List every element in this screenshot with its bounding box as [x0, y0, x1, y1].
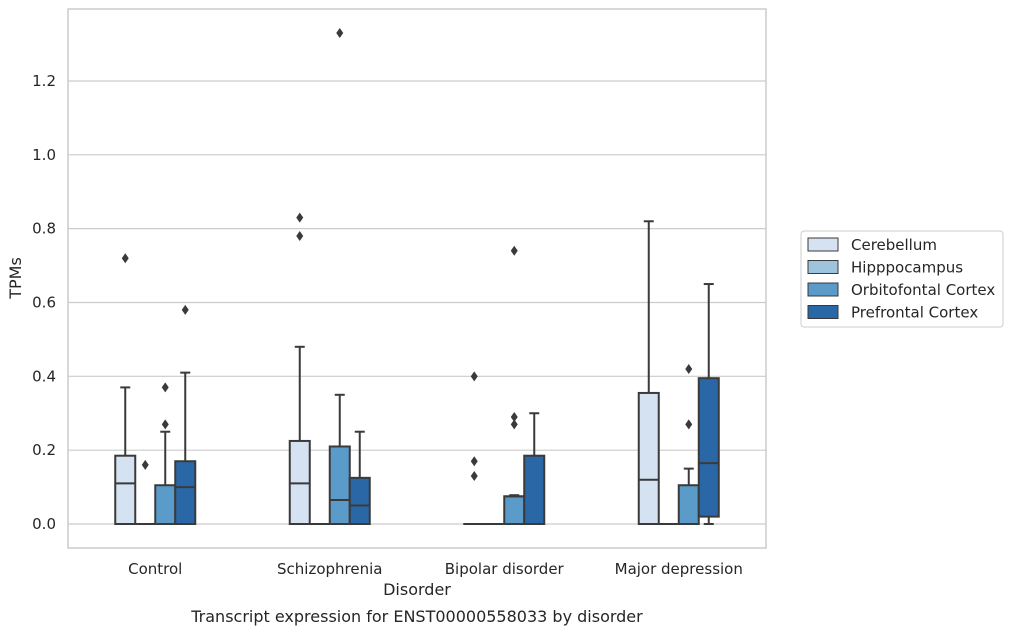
box-body [114, 454, 137, 526]
box-body [637, 391, 660, 526]
box-cerebellum [463, 371, 486, 526]
outlier-point [470, 471, 478, 482]
legend-swatch [807, 237, 839, 252]
y-tick-label: 0.2 [32, 441, 56, 459]
box-cerebellum [114, 253, 137, 526]
x-tick-label: Bipolar disorder [445, 560, 565, 578]
y-tick-label: 1.2 [32, 72, 56, 90]
box-cerebellum [637, 220, 660, 526]
outlier-point [161, 419, 169, 430]
box-layer [114, 27, 720, 526]
x-tick-label: Schizophrenia [277, 560, 382, 578]
box-prefrontal-cortex [348, 430, 371, 526]
box-prefrontal-cortex [697, 283, 720, 526]
legend-label: Hipppocampus [851, 259, 963, 277]
box-body [503, 495, 526, 526]
box-prefrontal-cortex [174, 304, 197, 526]
outlier-point [510, 245, 518, 256]
box-body [677, 484, 700, 526]
y-tick-label: 0.4 [32, 367, 56, 385]
outlier-point [685, 419, 693, 430]
outlier-point [121, 253, 129, 264]
outlier-point [296, 231, 304, 242]
box-orbitofontal-cortex [677, 363, 700, 526]
box-body [328, 445, 351, 526]
outlier-point [181, 304, 189, 315]
x-tick-labels: Control Schizophrenia Bipolar disorder Majo… [128, 560, 743, 578]
box-body [523, 454, 546, 526]
x-tick-label: Major depression [615, 560, 743, 578]
legend-swatch [807, 305, 839, 319]
y-tick-label: 0.6 [32, 293, 56, 311]
outlier-point [510, 411, 518, 422]
legend-swatch [807, 260, 839, 274]
box-orbitofontal-cortex [503, 245, 526, 526]
box-orbitofontal-cortex [154, 382, 177, 526]
y-axis-label: TPMs [6, 257, 25, 300]
legend-label: Cerebellum [851, 236, 937, 254]
box-orbitofontal-cortex [328, 27, 351, 526]
box-body [697, 377, 720, 518]
box-body [154, 484, 177, 526]
outlier-point [141, 459, 149, 470]
legend-swatch [807, 282, 839, 297]
outlier-point [296, 212, 304, 223]
chart-caption: Transcript expression for ENST0000055803… [190, 607, 643, 626]
box-cerebellum [288, 212, 311, 526]
outlier-point [470, 456, 478, 467]
legend: Cerebellum Hipppocampus Orbitofontal Corte… [800, 230, 1004, 328]
plot-frame [67, 8, 767, 549]
legend-frame [800, 230, 1004, 328]
x-axis-label: Disorder [383, 580, 451, 599]
legend-label: Orbitofontal Cortex [851, 281, 995, 299]
box-body [348, 476, 371, 526]
y-tick-labels: 0.0 0.2 0.4 0.6 0.8 1.0 1.2 [32, 72, 56, 533]
legend-label: Prefrontal Cortex [851, 304, 978, 322]
outlier-point [685, 363, 693, 374]
y-tick-label: 0.8 [32, 220, 56, 238]
box-body [174, 460, 197, 526]
x-tick-label: Control [128, 560, 182, 578]
outlier-point [336, 27, 344, 38]
outlier-point [470, 371, 478, 382]
outlier-point [161, 382, 169, 393]
y-tick-label: 0.0 [32, 515, 56, 533]
y-tick-label: 1.0 [32, 146, 56, 164]
box-prefrontal-cortex [523, 412, 546, 526]
outlier-point [510, 419, 518, 430]
